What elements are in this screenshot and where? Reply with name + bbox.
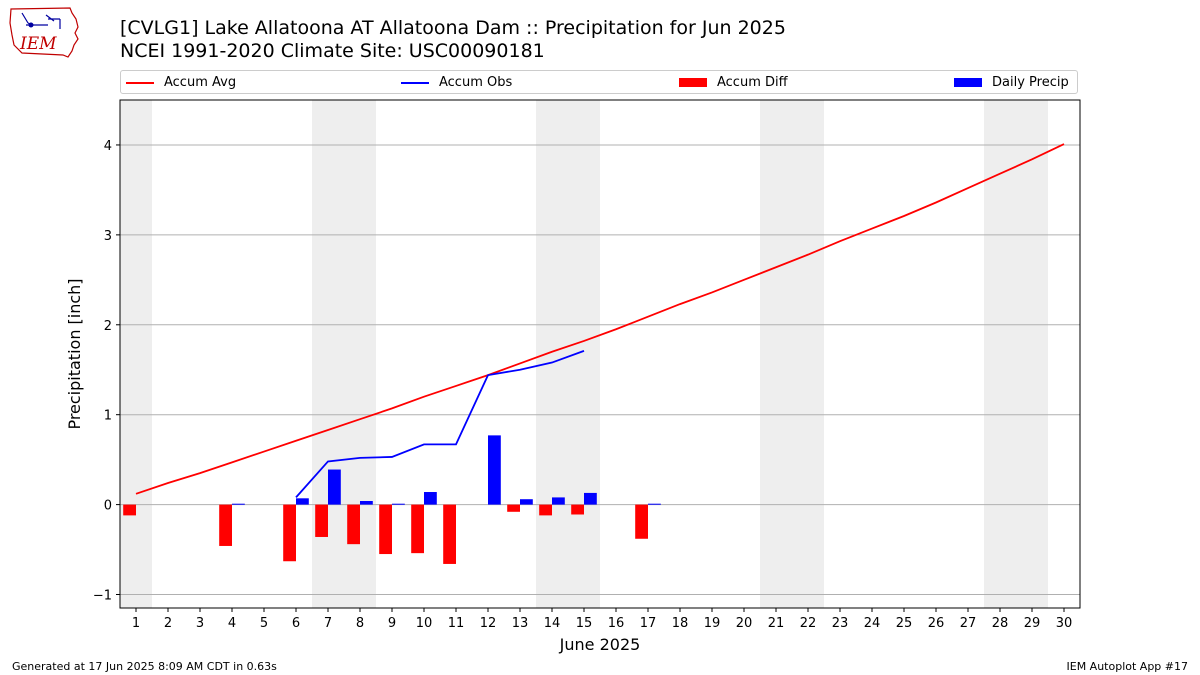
accum-diff-bar <box>411 504 424 554</box>
accum-diff-bar <box>539 504 552 516</box>
x-tick-label: 24 <box>864 616 881 631</box>
legend-label-accum-obs: Accum Obs <box>439 75 513 90</box>
legend-item-accum-diff: Accum Diff <box>679 74 788 92</box>
x-tick-label: 13 <box>512 616 529 631</box>
x-tick-label: 2 <box>164 616 172 631</box>
iowa-state-outline-icon <box>9 7 79 58</box>
accum-diff-bar <box>315 504 328 537</box>
weekend-band <box>984 100 1048 608</box>
x-tick-label: 20 <box>736 616 753 631</box>
x-tick-label: 22 <box>800 616 817 631</box>
legend-item-accum-obs: Accum Obs <box>401 74 512 92</box>
y-tick-label: 3 <box>104 229 112 244</box>
footer-app: IEM Autoplot App #17 <box>1066 660 1189 673</box>
legend-swatch-accum-diff <box>679 78 707 87</box>
chart-legend: Accum Avg Accum Obs Accum Diff Daily Pre… <box>120 70 1078 94</box>
y-tick-label: 2 <box>104 319 112 334</box>
y-tick-label: 0 <box>104 499 112 514</box>
daily-precip-bar <box>296 498 309 505</box>
accum-diff-bar <box>507 504 520 512</box>
accum-diff-bar <box>123 504 136 516</box>
footer-generated: Generated at 17 Jun 2025 8:09 AM CDT in … <box>12 660 277 673</box>
y-axis-label: Precipitation [inch] <box>65 278 84 429</box>
daily-precip-bar <box>328 469 341 505</box>
accum-diff-bar <box>283 504 296 562</box>
weekend-band <box>120 100 152 608</box>
legend-item-daily-precip: Daily Precip <box>954 74 1069 92</box>
daily-precip-bar <box>552 497 565 505</box>
accum-diff-bar <box>347 504 360 545</box>
accum-obs-line <box>295 350 585 499</box>
x-tick-label: 12 <box>480 616 497 631</box>
daily-precip-bar <box>488 435 501 505</box>
x-tick-label: 5 <box>260 616 268 631</box>
y-tick-label: 4 <box>104 139 112 154</box>
accum-diff-bar <box>635 504 648 539</box>
x-tick-label: 25 <box>896 616 913 631</box>
x-tick-label: 7 <box>324 616 332 631</box>
legend-swatch-daily-precip <box>954 78 982 87</box>
legend-item-accum-avg: Accum Avg <box>126 74 236 92</box>
daily-precip-bar <box>584 492 597 505</box>
x-tick-label: 4 <box>228 616 236 631</box>
x-tick-label: 3 <box>196 616 204 631</box>
x-tick-label: 18 <box>672 616 689 631</box>
accum-diff-bar <box>219 504 232 546</box>
daily-precip-bar <box>520 499 533 505</box>
x-tick-label: 26 <box>928 616 945 631</box>
accum-diff-bar <box>443 504 456 564</box>
x-tick-label: 8 <box>356 616 364 631</box>
chart-subtitle: NCEI 1991-2020 Climate Site: USC00090181 <box>120 40 545 62</box>
daily-precip-bar <box>392 503 405 505</box>
accum-diff-bar <box>379 504 392 555</box>
chart-title: [CVLG1] Lake Allatoona AT Allatoona Dam … <box>120 17 786 39</box>
x-tick-label: 17 <box>640 616 657 631</box>
daily-precip-bar <box>232 503 245 505</box>
x-tick-label: 28 <box>992 616 1009 631</box>
daily-precip-bar <box>424 492 437 505</box>
y-tick-label: −1 <box>93 589 112 604</box>
x-tick-label: 15 <box>576 616 593 631</box>
x-tick-label: 6 <box>292 616 300 631</box>
iem-logo: IEM <box>9 7 79 58</box>
y-tick-label: 1 <box>104 409 112 424</box>
legend-swatch-accum-avg <box>126 81 154 84</box>
legend-swatch-accum-obs <box>401 81 429 84</box>
daily-precip-bar <box>360 501 373 505</box>
weekend-band <box>760 100 824 608</box>
x-tick-label: 30 <box>1056 616 1073 631</box>
x-tick-label: 1 <box>132 616 140 631</box>
x-tick-label: 29 <box>1024 616 1041 631</box>
logo-text: IEM <box>19 34 57 54</box>
x-axis-label: June 2025 <box>559 635 641 654</box>
x-tick-label: 16 <box>608 616 625 631</box>
legend-label-daily-precip: Daily Precip <box>992 75 1069 90</box>
accum-diff-bar <box>571 504 584 515</box>
x-tick-label: 27 <box>960 616 977 631</box>
x-tick-label: 9 <box>388 616 396 631</box>
x-tick-label: 11 <box>448 616 465 631</box>
x-tick-label: 14 <box>544 616 561 631</box>
x-tick-label: 21 <box>768 616 785 631</box>
accum-avg-line <box>135 143 1065 495</box>
legend-label-accum-avg: Accum Avg <box>164 75 237 90</box>
x-tick-label: 19 <box>704 616 721 631</box>
x-tick-label: 23 <box>832 616 849 631</box>
legend-label-accum-diff: Accum Diff <box>717 75 788 90</box>
daily-precip-bar <box>648 503 661 505</box>
plot-frame <box>119 99 1081 609</box>
x-tick-label: 10 <box>416 616 433 631</box>
